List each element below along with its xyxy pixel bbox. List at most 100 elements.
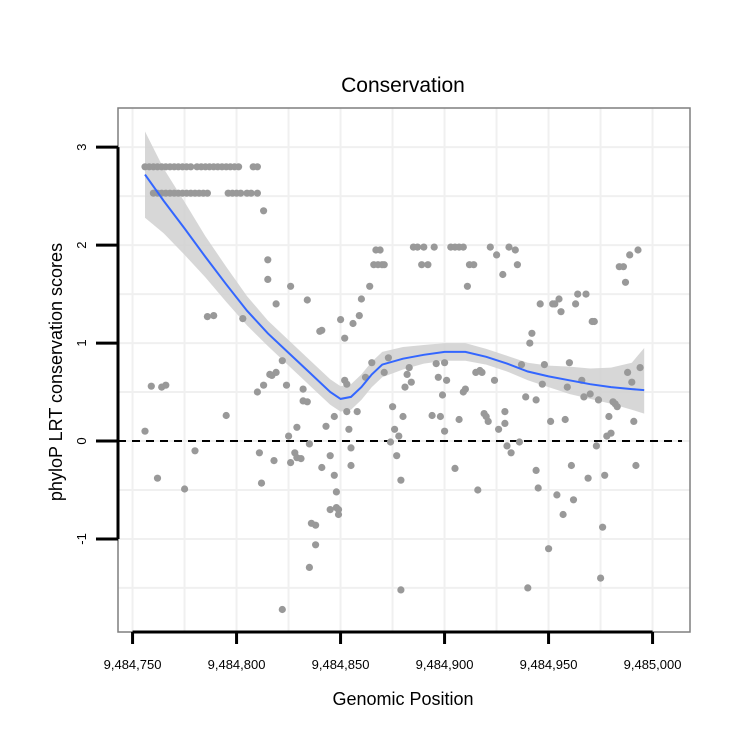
data-point xyxy=(559,510,567,519)
data-point xyxy=(353,408,361,416)
data-point xyxy=(330,412,338,421)
data-point xyxy=(551,300,559,308)
y-tick-label: -1 xyxy=(74,533,89,545)
data-point xyxy=(565,359,574,367)
data-point xyxy=(235,163,243,171)
x-axis: 9,484,750 9,484,800 9,484,850 9,484,900 9,48… xyxy=(104,630,681,672)
data-point xyxy=(486,243,494,251)
data-point xyxy=(522,393,530,401)
data-point xyxy=(141,427,149,435)
data-point xyxy=(632,461,640,470)
data-point xyxy=(418,261,426,269)
data-point xyxy=(341,334,349,342)
data-point xyxy=(528,329,536,337)
data-point xyxy=(253,388,261,396)
data-point xyxy=(584,474,592,482)
y-tick-label: 1 xyxy=(74,339,89,346)
data-point xyxy=(203,189,211,197)
data-point xyxy=(389,403,397,411)
data-point xyxy=(305,440,313,448)
data-point xyxy=(515,438,524,446)
data-point xyxy=(436,412,444,421)
data-point xyxy=(257,479,266,487)
data-point xyxy=(282,381,291,389)
data-point xyxy=(441,427,449,435)
x-tick-label: 9,484,850 xyxy=(312,657,370,672)
data-point xyxy=(567,461,576,470)
data-point xyxy=(626,251,634,259)
data-point xyxy=(345,425,353,433)
data-point xyxy=(239,315,247,323)
data-point xyxy=(624,368,632,376)
data-point xyxy=(334,506,343,514)
data-point xyxy=(191,447,199,455)
data-point xyxy=(343,408,351,416)
data-point xyxy=(507,449,515,457)
data-point xyxy=(490,376,499,384)
data-point xyxy=(391,425,399,433)
data-point xyxy=(318,326,326,334)
smooth-line xyxy=(144,174,645,400)
data-point xyxy=(355,312,363,320)
data-point xyxy=(594,396,603,404)
data-point xyxy=(443,376,451,384)
data-point xyxy=(607,429,615,437)
data-point xyxy=(278,357,286,365)
data-point xyxy=(347,444,355,452)
data-point xyxy=(569,496,578,504)
data-point xyxy=(501,419,509,427)
data-point xyxy=(253,163,261,171)
data-point xyxy=(513,261,522,269)
data-point xyxy=(330,471,338,479)
data-point xyxy=(540,361,549,369)
data-point xyxy=(420,243,428,251)
data-point xyxy=(312,541,320,549)
data-point xyxy=(253,189,261,197)
data-point xyxy=(478,368,486,376)
data-point xyxy=(397,476,405,484)
data-point xyxy=(380,261,388,269)
data-point xyxy=(332,488,340,496)
data-point xyxy=(434,373,442,381)
data-point xyxy=(441,359,449,367)
data-point xyxy=(599,523,607,531)
data-point xyxy=(563,383,571,391)
data-point xyxy=(407,378,415,386)
data-point xyxy=(438,391,447,399)
data-point xyxy=(432,360,440,368)
data-point xyxy=(384,354,392,362)
data-point xyxy=(357,295,365,303)
data-point xyxy=(430,243,438,251)
chart-title: Conservation xyxy=(341,74,465,97)
confidence-band xyxy=(145,131,645,414)
data-point xyxy=(203,313,211,321)
data-point xyxy=(397,586,405,594)
data-point xyxy=(459,243,467,251)
data-point xyxy=(574,290,582,298)
scatter-points xyxy=(141,163,644,614)
data-point xyxy=(538,380,546,388)
data-point xyxy=(260,207,268,215)
data-point xyxy=(621,278,630,286)
data-point xyxy=(451,464,459,472)
data-point xyxy=(534,484,542,492)
confidence-ribbon xyxy=(145,131,645,414)
data-point xyxy=(511,246,519,254)
grid xyxy=(118,108,690,632)
data-point xyxy=(147,382,155,390)
data-point xyxy=(572,300,580,308)
data-point xyxy=(181,485,189,493)
data-point xyxy=(555,295,563,303)
data-point xyxy=(613,403,621,411)
data-point xyxy=(601,471,609,479)
x-tick-label: 9,484,800 xyxy=(208,657,266,672)
data-point xyxy=(463,282,471,290)
data-point xyxy=(278,605,286,614)
data-point xyxy=(264,256,272,264)
y-tick-label: 3 xyxy=(74,144,89,151)
data-point xyxy=(461,385,469,393)
data-point xyxy=(590,317,598,326)
data-point xyxy=(628,378,636,386)
data-point xyxy=(270,457,278,465)
data-point xyxy=(561,415,569,424)
